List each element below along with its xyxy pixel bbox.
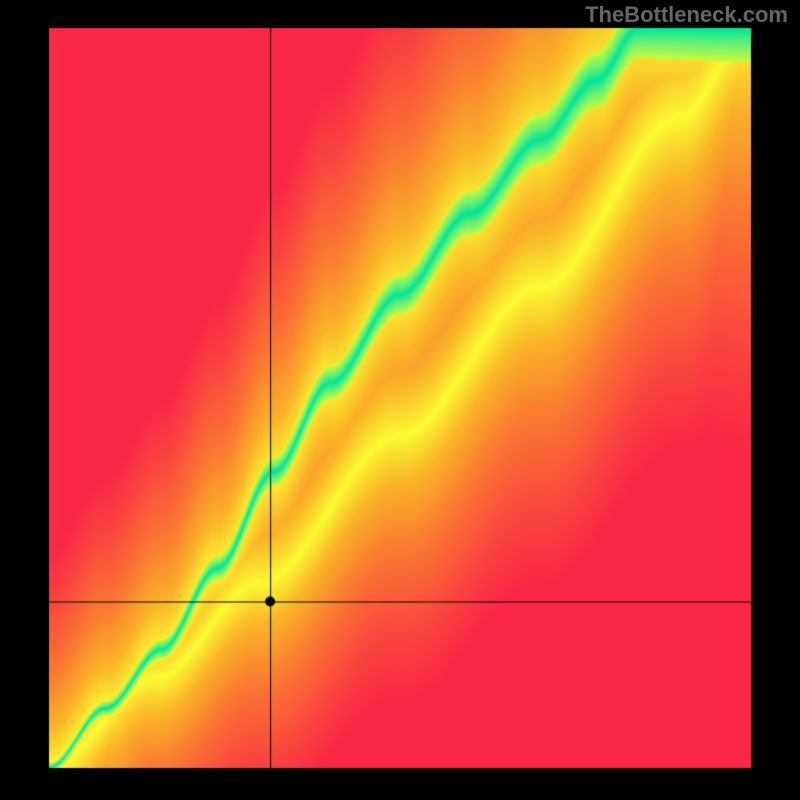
chart-container: TheBottleneck.com: [0, 0, 800, 800]
watermark-text: TheBottleneck.com: [585, 2, 788, 28]
bottleneck-heatmap: [0, 0, 800, 800]
